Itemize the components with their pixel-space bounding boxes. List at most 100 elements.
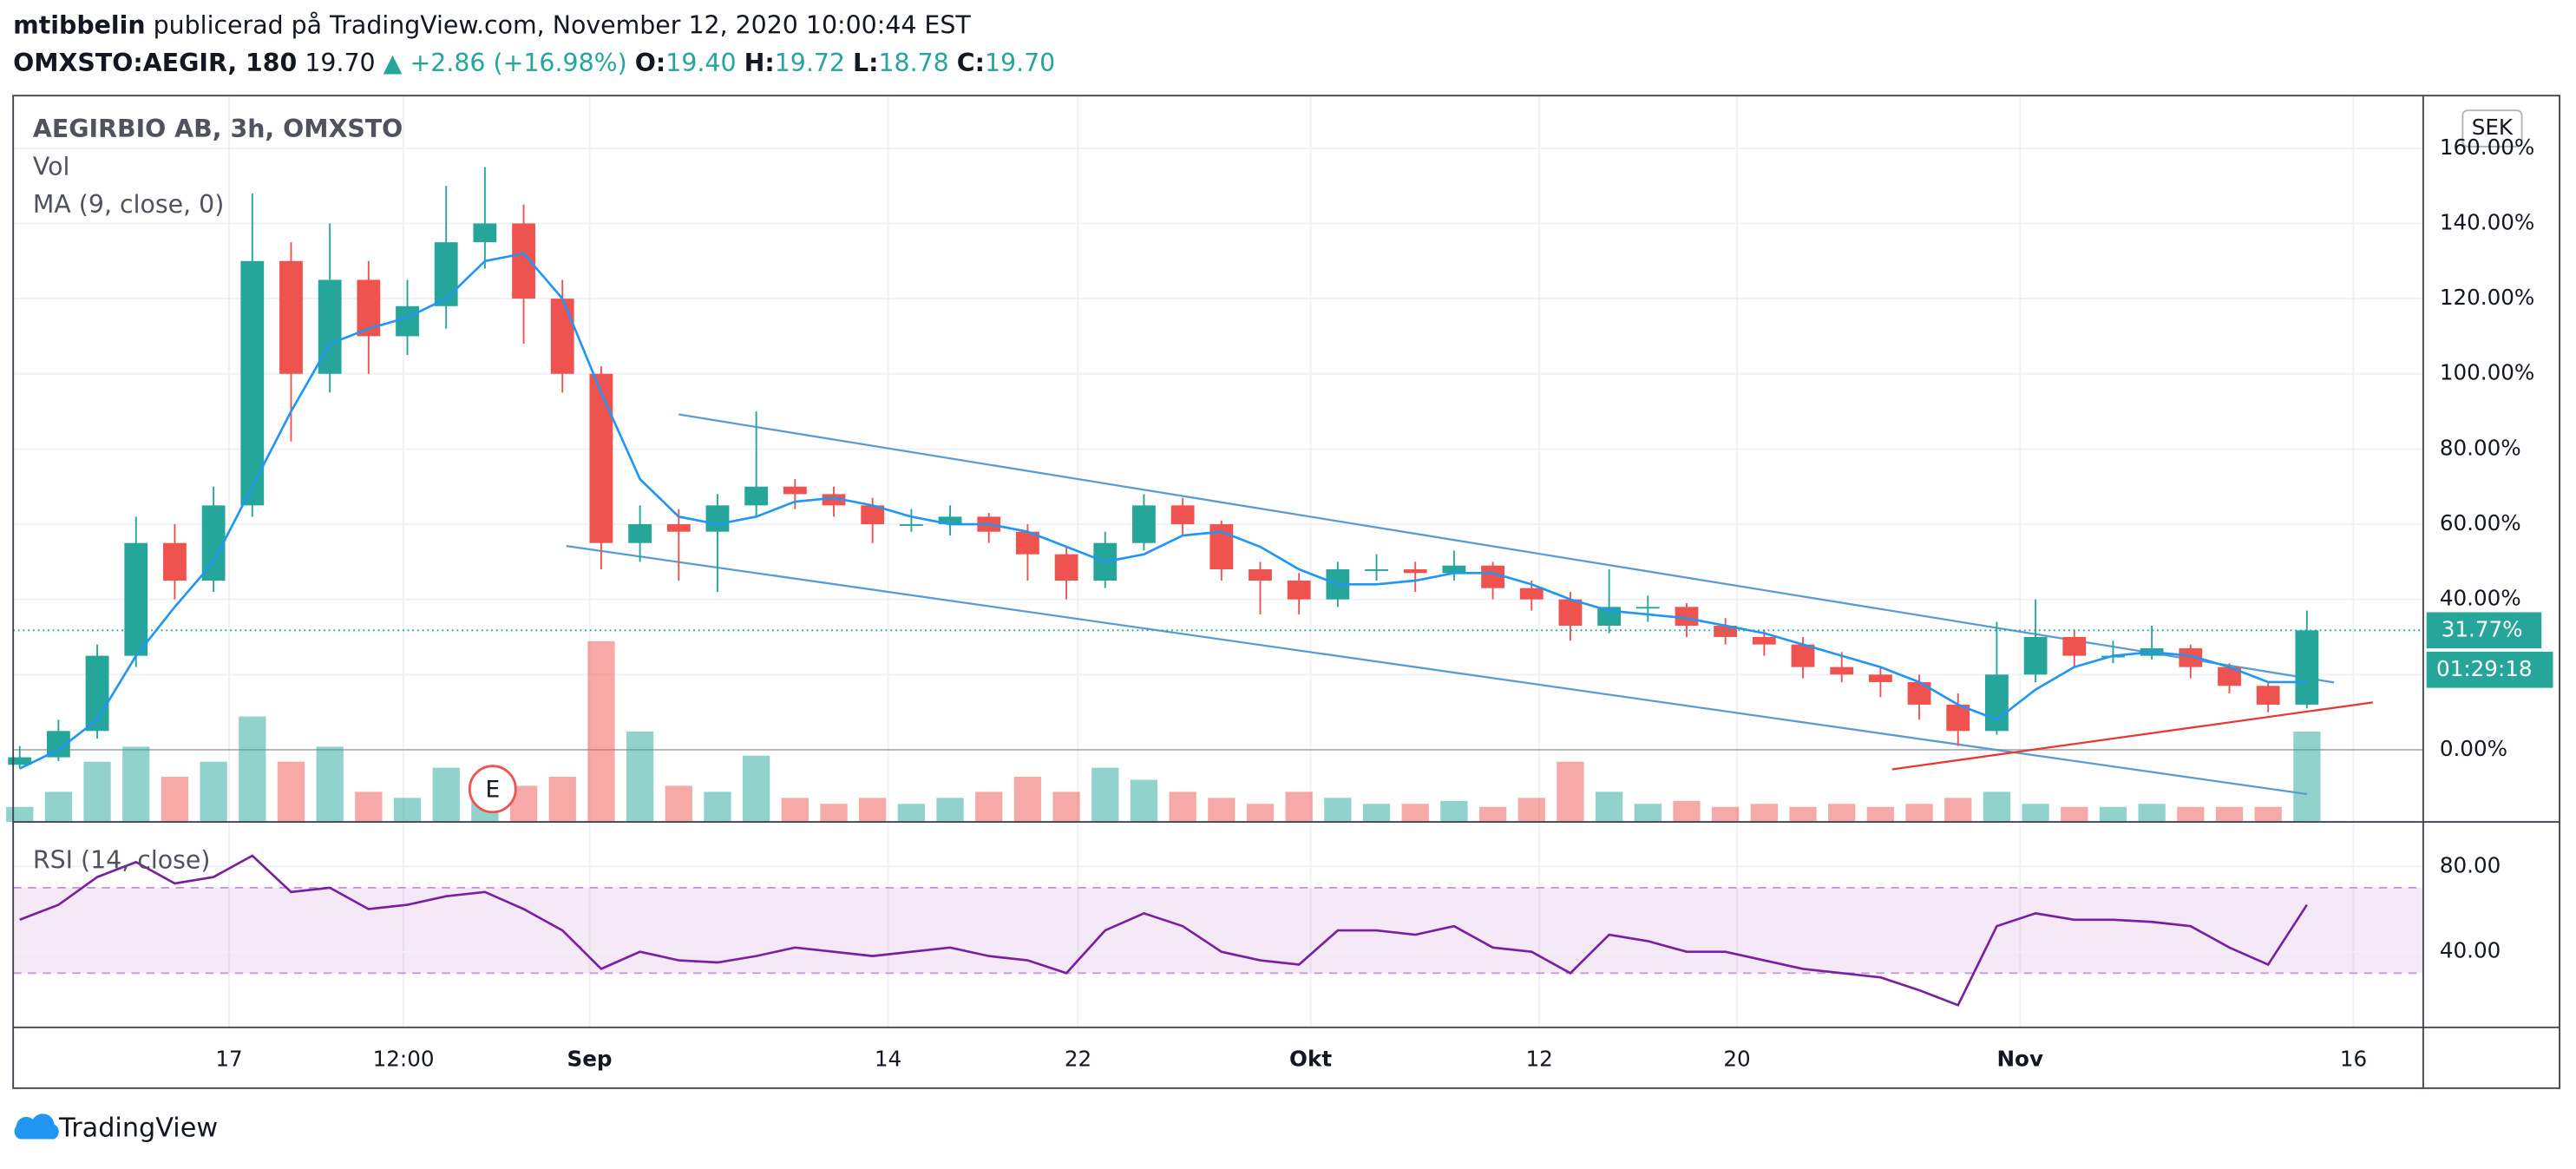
volume-bar <box>1285 791 1313 823</box>
candle-body <box>512 223 535 299</box>
candle-body <box>822 494 846 506</box>
volume-bar <box>1557 761 1584 823</box>
volume-bar <box>355 791 383 823</box>
x-tick-label: 17 <box>215 1047 242 1072</box>
volume-bar <box>897 804 926 823</box>
price-tag <box>2426 612 2542 649</box>
volume-bar <box>1750 804 1778 823</box>
o: 19.40 <box>665 49 736 77</box>
volume-bar <box>2254 806 2282 823</box>
volume-bar <box>6 806 34 823</box>
y-tick-label: 40.00% <box>2440 586 2521 611</box>
volume-bar <box>975 791 1003 823</box>
volume-bar <box>1866 806 1895 823</box>
change: ▲ +2.86 (+16.98%) <box>383 49 627 77</box>
l: 18.78 <box>878 49 948 77</box>
candle-body <box>1287 581 1311 600</box>
volume-bar <box>1208 798 1236 823</box>
candle-body <box>434 242 458 306</box>
volume-bar <box>1130 779 1158 823</box>
volume-bar <box>859 798 887 823</box>
volume-bar <box>1517 798 1545 823</box>
volume-bar <box>2099 806 2127 823</box>
h: 19.72 <box>775 49 845 77</box>
candle-body <box>8 757 32 765</box>
volume-bar <box>1401 804 1429 823</box>
earnings-label: E <box>485 777 500 804</box>
candle-body <box>1635 607 1660 609</box>
candle-body <box>2218 667 2241 686</box>
x-tick-label: 14 <box>875 1047 901 1072</box>
volume-bar <box>1324 798 1352 823</box>
candle-body <box>473 223 497 243</box>
candle-body <box>201 505 226 581</box>
x-tick-label: 20 <box>1723 1047 1750 1072</box>
y-tick-label: 100.00% <box>2440 360 2535 385</box>
countdown-tag <box>2426 651 2553 688</box>
volume-bar <box>2022 804 2049 823</box>
candle-body <box>1442 565 1466 574</box>
y-tick-label: 40.00 <box>2440 938 2501 963</box>
candle-body <box>705 505 730 532</box>
volume-bar <box>1944 798 1972 823</box>
candle-body <box>279 260 303 374</box>
candle-body <box>1365 569 1388 571</box>
y-tick-label: 80.00 <box>2440 852 2501 877</box>
rsi-band <box>13 887 2423 974</box>
quote-line: OMXSTO:AEGIR, 180 19.70 ▲ +2.86 (+16.98%… <box>13 49 1055 77</box>
volume-bar <box>1905 804 1933 823</box>
c: 19.70 <box>985 49 1055 77</box>
y-tick-label: 60.00% <box>2440 510 2521 535</box>
x-tick-label: Okt <box>1289 1047 1332 1072</box>
volume-bar <box>1712 806 1740 823</box>
candle-body <box>2256 686 2280 705</box>
candle-body <box>899 524 923 526</box>
candle-body <box>1481 565 1504 588</box>
volume-bar <box>2293 731 2321 823</box>
volume-bar <box>122 746 150 823</box>
price-tag-label: 31.77% <box>2442 616 2523 641</box>
candle-body <box>628 524 652 543</box>
volume-bar <box>2138 804 2166 823</box>
volume-bar <box>704 791 731 823</box>
volume-bar <box>1169 791 1196 823</box>
volume-bar <box>1983 791 2011 823</box>
o-label: O: <box>635 49 666 77</box>
volume-bar <box>665 785 692 823</box>
volume-bar <box>239 716 266 823</box>
trendline <box>678 413 2335 684</box>
volume-bar <box>548 777 576 823</box>
volume-bar <box>161 777 189 823</box>
currency-box[interactable] <box>2461 109 2523 148</box>
candle-body <box>1132 505 1156 543</box>
volume-bar <box>1595 791 1623 823</box>
candle-body <box>1985 674 2009 732</box>
volume-bar <box>277 761 305 823</box>
volume-bar <box>1478 806 1507 823</box>
c-label: C: <box>957 49 985 77</box>
volume-bar <box>1052 791 1080 823</box>
volume-bar <box>2061 806 2088 823</box>
legend-rsi: RSI (14, close) <box>33 846 211 875</box>
legend-title: AEGIRBIO AB, 3h, OMXSTO <box>33 115 403 143</box>
legend-vol: Vol <box>33 152 69 181</box>
author: mtibbelin <box>13 11 145 40</box>
price: 19.70 <box>305 49 375 77</box>
candle-body <box>1830 667 1854 675</box>
candle-body <box>589 373 613 543</box>
volume-bar <box>781 798 809 823</box>
volume-bar <box>432 767 460 823</box>
candle-body <box>2062 636 2087 656</box>
volume-bar <box>820 804 848 823</box>
published: publicerad på TradingView.com, November … <box>154 11 972 40</box>
volume-bar <box>1673 800 1701 823</box>
x-tick-label: 22 <box>1065 1047 1091 1072</box>
x-tick-label: 12 <box>1526 1047 1553 1072</box>
candle-body <box>1752 636 1776 645</box>
candle-body <box>2295 630 2319 705</box>
volume-bar <box>743 755 770 823</box>
candle-body <box>2179 647 2203 667</box>
volume-bar <box>1789 806 1817 823</box>
volume-bar <box>1634 804 1662 823</box>
l-label: L: <box>853 49 878 77</box>
